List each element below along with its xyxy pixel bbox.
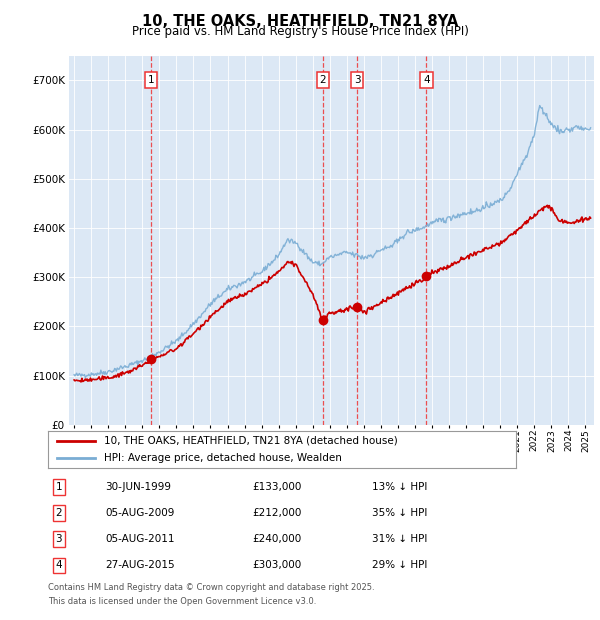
Text: £303,000: £303,000: [252, 560, 301, 570]
Text: 05-AUG-2009: 05-AUG-2009: [105, 508, 175, 518]
Text: 10, THE OAKS, HEATHFIELD, TN21 8YA (detached house): 10, THE OAKS, HEATHFIELD, TN21 8YA (deta…: [104, 436, 398, 446]
Text: 13% ↓ HPI: 13% ↓ HPI: [372, 482, 427, 492]
Text: £240,000: £240,000: [252, 534, 301, 544]
Text: Price paid vs. HM Land Registry's House Price Index (HPI): Price paid vs. HM Land Registry's House …: [131, 25, 469, 38]
Text: 2: 2: [320, 76, 326, 86]
Text: Contains HM Land Registry data © Crown copyright and database right 2025.: Contains HM Land Registry data © Crown c…: [48, 583, 374, 593]
Text: 2: 2: [55, 508, 62, 518]
Text: 3: 3: [354, 76, 361, 86]
Text: £212,000: £212,000: [252, 508, 301, 518]
Text: 29% ↓ HPI: 29% ↓ HPI: [372, 560, 427, 570]
Text: 30-JUN-1999: 30-JUN-1999: [105, 482, 171, 492]
Text: 4: 4: [55, 560, 62, 570]
Text: 3: 3: [55, 534, 62, 544]
Text: 1: 1: [148, 76, 154, 86]
Text: 05-AUG-2011: 05-AUG-2011: [105, 534, 175, 544]
Text: 31% ↓ HPI: 31% ↓ HPI: [372, 534, 427, 544]
Text: £133,000: £133,000: [252, 482, 301, 492]
Text: This data is licensed under the Open Government Licence v3.0.: This data is licensed under the Open Gov…: [48, 597, 316, 606]
Text: 27-AUG-2015: 27-AUG-2015: [105, 560, 175, 570]
Text: 35% ↓ HPI: 35% ↓ HPI: [372, 508, 427, 518]
Text: 10, THE OAKS, HEATHFIELD, TN21 8YA: 10, THE OAKS, HEATHFIELD, TN21 8YA: [142, 14, 458, 29]
Text: 4: 4: [423, 76, 430, 86]
Text: HPI: Average price, detached house, Wealden: HPI: Average price, detached house, Weal…: [104, 453, 342, 463]
Text: 1: 1: [55, 482, 62, 492]
